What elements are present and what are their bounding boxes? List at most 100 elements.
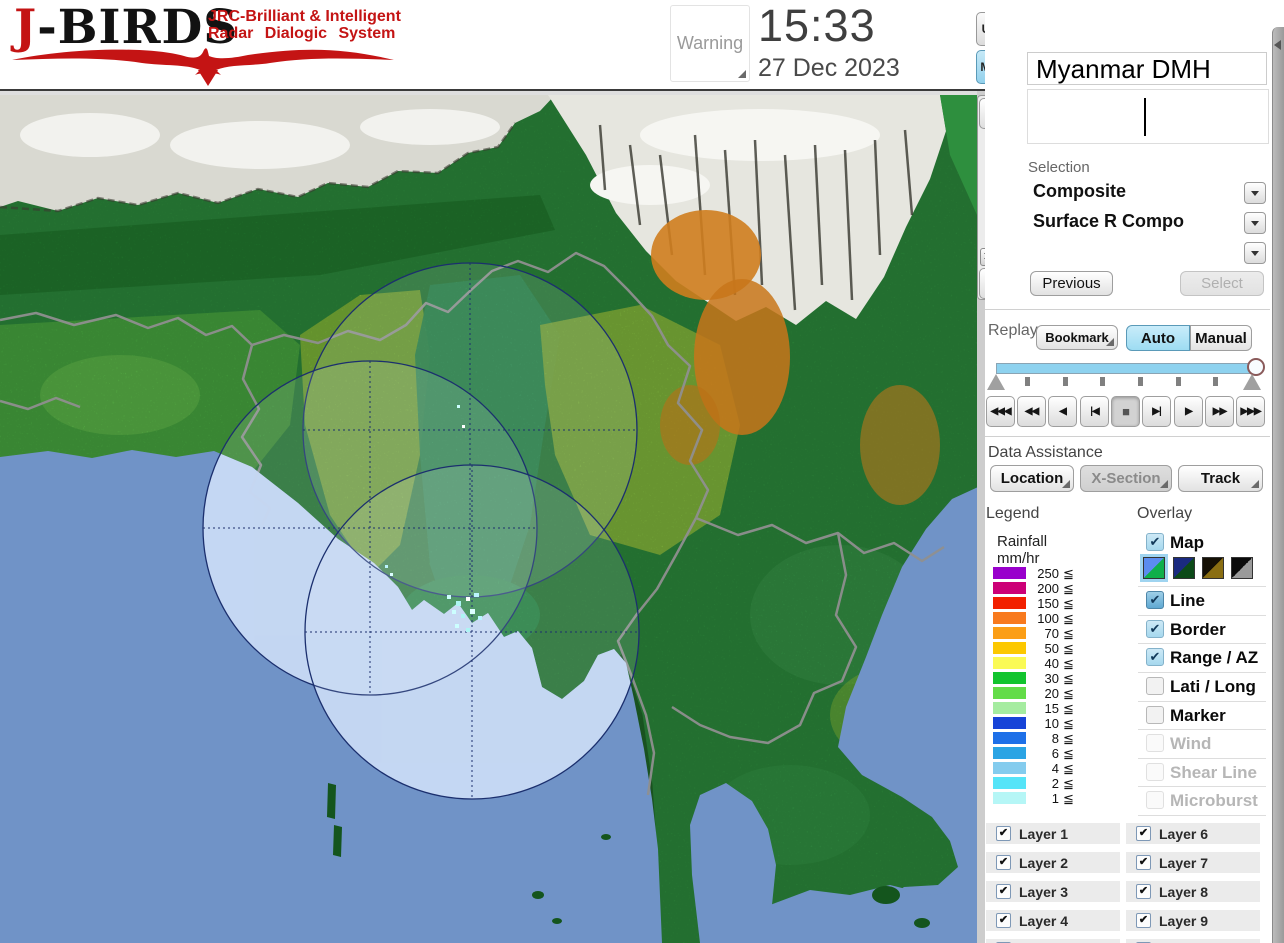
layer-4-checkbox[interactable] xyxy=(996,913,1011,928)
overlay-divider xyxy=(1138,672,1266,673)
border-checkbox[interactable] xyxy=(1146,620,1164,638)
map-style-black-olive[interactable] xyxy=(1202,557,1224,579)
legend-operator: ≦ xyxy=(1063,746,1074,761)
x-section-button[interactable]: X-Section xyxy=(1080,465,1172,492)
legend-color-swatch xyxy=(993,672,1026,684)
skip-to-end-button[interactable]: ▶| xyxy=(1142,396,1171,427)
layer-label: Layer 6 xyxy=(1159,826,1209,842)
legend-entry: 150 ≦ xyxy=(993,596,1133,611)
fast-rewind-button[interactable]: ◀◀ xyxy=(1017,396,1046,427)
lati-long-checkbox[interactable] xyxy=(1146,677,1164,695)
layer-8-checkbox[interactable] xyxy=(1136,884,1151,899)
legend-entry: 4 ≦ xyxy=(993,761,1133,776)
legend-operator: ≦ xyxy=(1063,716,1074,731)
text-cursor xyxy=(1144,98,1146,136)
legend-color-swatch xyxy=(993,642,1026,654)
legend-color-swatch xyxy=(993,792,1026,804)
legend-operator: ≦ xyxy=(1063,626,1074,641)
microburst-checkbox xyxy=(1146,791,1164,809)
layer-3-checkbox[interactable] xyxy=(996,884,1011,899)
timeline-tick xyxy=(1213,377,1218,386)
overlay-item-label: Border xyxy=(1170,620,1226,639)
timeline-end-marker[interactable] xyxy=(1243,374,1261,390)
legend-title-line2: mm/hr xyxy=(997,550,1040,567)
legend-operator: ≦ xyxy=(1063,701,1074,716)
step-back-button[interactable]: ◀ xyxy=(1048,396,1077,427)
replay-timeline-slider[interactable] xyxy=(996,363,1252,374)
legend-color-swatch xyxy=(993,657,1026,669)
skip-to-start-button[interactable]: |◀ xyxy=(1080,396,1109,427)
layer-1-checkbox[interactable] xyxy=(996,826,1011,841)
legend-operator: ≦ xyxy=(1063,596,1074,611)
fast-forward-button[interactable]: ▶▶ xyxy=(1205,396,1234,427)
wind-checkbox xyxy=(1146,734,1164,752)
location-button[interactable]: Location xyxy=(990,465,1074,492)
range-az-checkbox[interactable] xyxy=(1146,648,1164,666)
overlay-item-label: Microburst xyxy=(1170,791,1258,810)
composite-dropdown-value[interactable]: Composite xyxy=(1033,181,1127,201)
timeline-tick xyxy=(1063,377,1068,386)
legend-value: 70 xyxy=(1044,626,1059,641)
marker-checkbox[interactable] xyxy=(1146,706,1164,724)
stop-button[interactable]: ■ xyxy=(1111,396,1140,427)
extra-dropdown-button[interactable] xyxy=(1244,242,1266,264)
map-style-black-gray[interactable] xyxy=(1231,557,1253,579)
shear-line-checkbox xyxy=(1146,763,1164,781)
replay-manual-button[interactable]: Manual xyxy=(1190,325,1252,351)
product-dropdown-button[interactable] xyxy=(1244,212,1266,234)
replay-auto-button[interactable]: Auto xyxy=(1126,325,1190,351)
radar-crosshairs xyxy=(203,263,639,799)
layer-label: Layer 2 xyxy=(1019,855,1069,871)
map-canvas[interactable] xyxy=(0,95,978,943)
fastest-forward-button[interactable]: ▶▶▶ xyxy=(1236,396,1265,427)
legend-color-swatch xyxy=(993,597,1026,609)
overlay-item-label: Line xyxy=(1170,591,1205,610)
terrain-plateau xyxy=(0,95,977,505)
legend-entry: 70 ≦ xyxy=(993,626,1133,641)
legend-operator: ≦ xyxy=(1063,671,1074,686)
layer-row: Layer 9 xyxy=(1126,910,1260,931)
fastest-rewind-button[interactable]: ◀◀◀ xyxy=(986,396,1015,427)
layer-7-checkbox[interactable] xyxy=(1136,855,1151,870)
map-style-navy-darkgreen[interactable] xyxy=(1173,557,1195,579)
legend-color-swatch xyxy=(993,747,1026,759)
legend-color-swatch xyxy=(993,762,1026,774)
map-checkbox[interactable] xyxy=(1146,533,1164,551)
track-button[interactable]: Track xyxy=(1178,465,1263,492)
legend-value: 100 xyxy=(1037,611,1059,626)
legend-operator: ≦ xyxy=(1063,686,1074,701)
legend-value: 8 xyxy=(1051,731,1059,746)
composite-dropdown-button[interactable] xyxy=(1244,182,1266,204)
legend-operator: ≦ xyxy=(1063,656,1074,671)
overlay-divider xyxy=(1138,643,1266,644)
select-button[interactable]: Select xyxy=(1180,271,1264,296)
overlay-item-label: Map xyxy=(1170,533,1204,552)
legend-value: 30 xyxy=(1044,671,1059,686)
legend-entry: 2 ≦ xyxy=(993,776,1133,791)
overlay-divider xyxy=(1138,701,1266,702)
bookmark-button[interactable]: Bookmark xyxy=(1036,325,1118,350)
line-checkbox[interactable] xyxy=(1146,591,1164,609)
site-input[interactable] xyxy=(1027,89,1269,144)
map-style-blue-green[interactable] xyxy=(1140,554,1168,582)
legend-value: 150 xyxy=(1037,596,1059,611)
legend-entry: 250 ≦ xyxy=(993,566,1133,581)
layer-label: Layer 9 xyxy=(1159,913,1209,929)
layer-9-checkbox[interactable] xyxy=(1136,913,1151,928)
section-divider xyxy=(985,436,1270,437)
layer-2-checkbox[interactable] xyxy=(996,855,1011,870)
overlay-divider xyxy=(1138,815,1266,816)
legend-color-swatch xyxy=(993,627,1026,639)
warning-button[interactable]: Warning xyxy=(670,5,750,82)
previous-button[interactable]: Previous xyxy=(1030,271,1113,296)
layer-label: Layer 4 xyxy=(1019,913,1069,929)
panel-collapse-handle[interactable] xyxy=(1272,27,1284,943)
legend-value: 2 xyxy=(1051,776,1059,791)
layer-label: Layer 7 xyxy=(1159,855,1209,871)
play-button[interactable]: ▶ xyxy=(1174,396,1203,427)
timeline-start-marker[interactable] xyxy=(987,374,1005,390)
product-dropdown-value[interactable]: Surface R Compo xyxy=(1033,211,1185,231)
section-divider xyxy=(985,309,1270,310)
layer-6-checkbox[interactable] xyxy=(1136,826,1151,841)
